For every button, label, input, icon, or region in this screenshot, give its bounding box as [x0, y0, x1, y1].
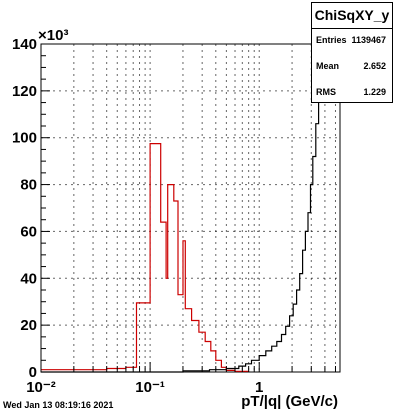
stats-box: ChiSqXY_y Entries 1139467 Mean 2.652 RMS… [311, 2, 393, 103]
y-tick-label: 20 [20, 317, 37, 334]
y-tick-label: 0 [29, 364, 37, 381]
y-exponent-label: ×10³ [38, 27, 68, 44]
series-0-line [41, 44, 322, 373]
axes: 0 20 40 60 80 100 120 140 10⁻² 10⁻¹ 1 [12, 36, 336, 396]
y-tick-label: 60 [20, 223, 37, 240]
y-tick-label: 40 [20, 270, 37, 287]
stats-label: Mean [316, 61, 340, 71]
stats-value: 2.652 [363, 61, 386, 71]
stats-title: ChiSqXY_y [312, 3, 392, 29]
timestamp: Wed Jan 13 08:19:16 2021 [3, 400, 114, 410]
y-tick-label: 140 [12, 36, 37, 53]
y-tick-label: 120 [12, 83, 37, 100]
plot-frame [40, 43, 341, 373]
stats-label: RMS [316, 87, 336, 97]
x-tick-label: 10⁻² [26, 379, 56, 396]
x-tick-label: 10⁻¹ [135, 379, 165, 396]
x-axis-label: pT/|q| (GeV/c) [241, 393, 338, 410]
stats-value: 1.229 [363, 87, 386, 97]
stats-label: Entries [316, 35, 347, 45]
x-tick-label: 1 [255, 379, 263, 396]
y-tick-label: 100 [12, 130, 37, 147]
y-tick-label: 80 [20, 177, 37, 194]
series-layer [41, 44, 322, 373]
series-1-line [41, 143, 250, 372]
stats-value: 1139467 [351, 35, 386, 45]
